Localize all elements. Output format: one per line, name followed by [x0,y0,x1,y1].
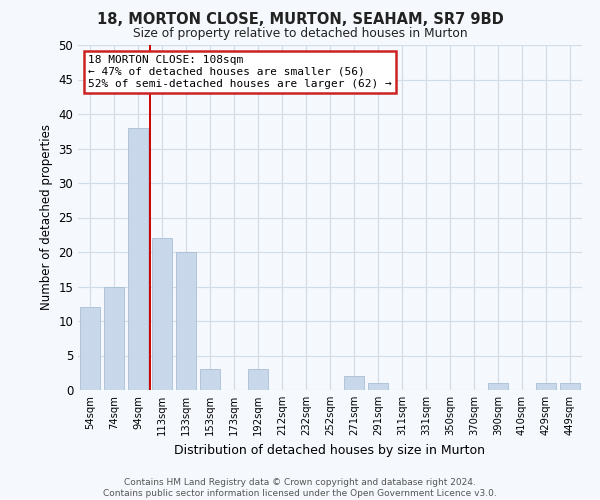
Bar [80,307,100,390]
Bar [104,286,124,390]
Bar [152,238,172,390]
Text: 18 MORTON CLOSE: 108sqm
← 47% of detached houses are smaller (56)
52% of semi-de: 18 MORTON CLOSE: 108sqm ← 47% of detache… [88,56,392,88]
Bar [344,376,364,390]
X-axis label: Distribution of detached houses by size in Murton: Distribution of detached houses by size … [175,444,485,456]
Y-axis label: Number of detached properties: Number of detached properties [40,124,53,310]
Bar [176,252,196,390]
Text: 18, MORTON CLOSE, MURTON, SEAHAM, SR7 9BD: 18, MORTON CLOSE, MURTON, SEAHAM, SR7 9B… [97,12,503,28]
Bar [200,370,220,390]
Bar [536,383,556,390]
Bar [488,383,508,390]
Bar [560,383,580,390]
Bar [368,383,388,390]
Text: Size of property relative to detached houses in Murton: Size of property relative to detached ho… [133,28,467,40]
Bar [128,128,148,390]
Text: Contains HM Land Registry data © Crown copyright and database right 2024.
Contai: Contains HM Land Registry data © Crown c… [103,478,497,498]
Bar [248,370,268,390]
